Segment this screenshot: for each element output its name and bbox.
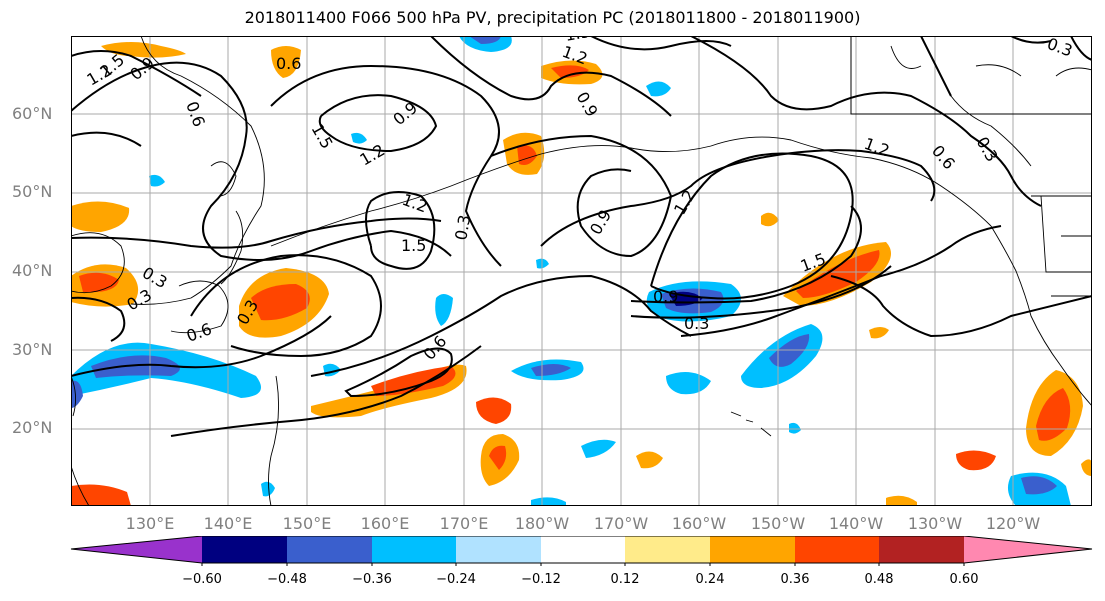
lon-label-160e: 160°E — [360, 514, 410, 533]
colorbar-tick-label: 0.12 — [610, 572, 640, 587]
precip-negative-area — [531, 497, 566, 506]
colorbar-tick-label: 0.48 — [864, 572, 894, 587]
precip-negative-area — [789, 422, 801, 434]
precip-positive-core — [71, 484, 131, 506]
lon-label-120w: 120°W — [985, 514, 1041, 533]
colorbar-segment — [287, 536, 372, 563]
contour-label: 0.9 — [573, 89, 602, 121]
lon-label-150w: 150°W — [750, 514, 806, 533]
contour-label: 1.5 — [308, 121, 337, 153]
lon-label-140w: 140°W — [828, 514, 884, 533]
precip-negative-area — [351, 132, 367, 144]
precip-negative-area — [666, 372, 711, 395]
colorbar-segment — [964, 536, 1092, 563]
precip-positive-area — [71, 201, 130, 232]
precip-positive-core — [956, 450, 996, 471]
precip-negative-area — [149, 174, 165, 187]
precip-positive-core — [371, 366, 456, 396]
precip-positive-area — [761, 212, 779, 227]
precip-positive-area — [869, 327, 889, 339]
lon-label-130w: 130°W — [907, 514, 963, 533]
contour-label: 0.6 — [276, 54, 301, 73]
contour-label: 0.6 — [420, 332, 451, 364]
contour-label: 1.2 — [357, 140, 389, 169]
map-canvas: 1.5 1.2 0.9 0.6 0.6 1.5 1.2 0.9 1.5 1.2 … — [71, 36, 1092, 506]
lat-label-40n: 40°N — [12, 261, 53, 280]
colorbar-tick-label: −0.60 — [182, 572, 222, 587]
lat-label-20n: 20°N — [12, 418, 53, 437]
contour-label: 0.9 — [586, 206, 615, 238]
lon-label-150e: 150°E — [282, 514, 332, 533]
colorbar-tick-marks — [201, 563, 965, 566]
pv-contours — [71, 36, 1092, 437]
lat-label-50n: 50°N — [12, 182, 53, 201]
colorbar-segment — [202, 536, 287, 563]
lon-label-130e: 130°E — [125, 514, 175, 533]
precip-negative-area — [459, 36, 512, 52]
contour-label: 1.2 — [670, 186, 699, 218]
precip-positive-area — [886, 495, 917, 506]
precip-positive-area — [1081, 459, 1092, 476]
contour-label: 0.3 — [973, 134, 1002, 166]
precip-negative-area — [261, 481, 275, 497]
contour-label: 0.3 — [684, 314, 709, 333]
colorbar-tick-label: 0.36 — [780, 572, 810, 587]
precip-positive-core — [551, 65, 589, 78]
precip-negative-area — [646, 81, 671, 97]
contour-label: 1.5 — [563, 36, 591, 45]
coastlines — [71, 36, 1092, 506]
precip-negative-core — [469, 36, 501, 44]
colorbar-segment — [625, 536, 710, 563]
contour-label: 1.2 — [862, 134, 892, 161]
precip-positive-core — [476, 397, 512, 424]
colorbar-tick-label: 0.60 — [949, 572, 979, 587]
precipitation-shading — [71, 36, 1092, 506]
lon-label-160w: 160°W — [671, 514, 727, 533]
lon-label-140e: 140°E — [203, 514, 253, 533]
colorbar-tick-label: −0.48 — [267, 572, 307, 587]
precip-positive-area — [636, 451, 663, 469]
colorbar-tick-label: 0.24 — [695, 572, 725, 587]
colorbar-tick-label: −0.24 — [436, 572, 476, 587]
precip-negative-core — [1021, 476, 1057, 495]
map-panel: 1.5 1.2 0.9 0.6 0.6 1.5 1.2 0.9 1.5 1.2 … — [71, 36, 1092, 506]
precip-positive-core — [489, 445, 507, 470]
colorbar-segment — [541, 536, 625, 563]
contour-label: 1.2 — [400, 190, 430, 217]
contour-label: 0.3 — [1045, 36, 1075, 60]
lat-label-60n: 60°N — [12, 104, 53, 123]
precip-positive-core — [251, 284, 310, 321]
contour-label: 0.6 — [184, 319, 214, 346]
colorbar-segment — [372, 536, 456, 563]
precip-negative-core — [531, 364, 571, 376]
contour-label: 0.9 — [389, 98, 421, 129]
contour-label: 0.9 — [653, 287, 678, 306]
contour-label: 0.3 — [451, 213, 474, 241]
colorbar-segment — [71, 536, 202, 563]
map-border — [71, 36, 1092, 506]
precip-positive-area — [271, 46, 301, 78]
precip-negative-core — [91, 355, 180, 378]
contour-label: 0.6 — [182, 99, 209, 129]
colorbar-tick-label: −0.12 — [521, 572, 561, 587]
colorbar-segment — [456, 536, 541, 563]
lon-label-180w: 180°W — [514, 514, 570, 533]
contour-label: 0.6 — [928, 141, 959, 173]
contour-label: 1.5 — [401, 236, 426, 255]
map-title: 2018011400 F066 500 hPa PV, precipitatio… — [244, 8, 861, 27]
lat-label-30n: 30°N — [12, 340, 53, 359]
precip-negative-area — [581, 439, 616, 458]
colorbar — [70, 536, 1093, 566]
precip-negative-area — [435, 294, 453, 326]
lon-label-170w: 170°W — [593, 514, 649, 533]
colorbar-segment — [710, 536, 795, 563]
colorbar-segment — [795, 536, 879, 563]
colorbar-tick-label: −0.36 — [352, 572, 392, 587]
precip-positive-core — [1036, 388, 1071, 441]
lon-label-170e: 170°E — [439, 514, 489, 533]
precip-positive-core — [796, 250, 880, 298]
colorbar-segment — [879, 536, 964, 563]
